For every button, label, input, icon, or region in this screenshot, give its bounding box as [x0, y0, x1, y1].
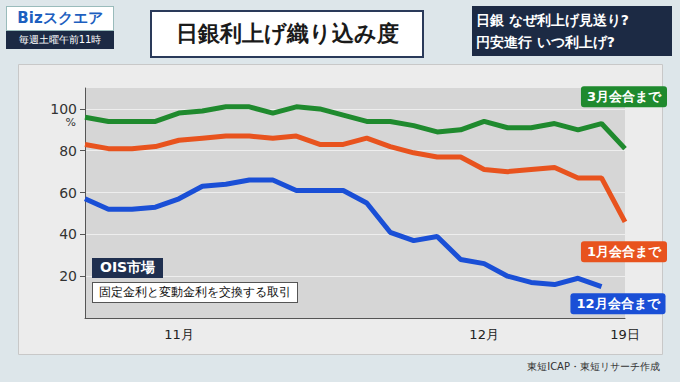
svg-text:3月会合まで: 3月会合まで	[587, 89, 662, 104]
svg-text:80: 80	[59, 143, 77, 159]
html-text:毎週土曜午前11時: 毎週土曜午前11時	[18, 34, 102, 45]
svg-text:60: 60	[59, 185, 77, 201]
svg-text:1月会合まで: 1月会合まで	[587, 244, 662, 259]
html-text:日銀 なぜ利上げ見送り?: 日銀 なぜ利上げ見送り?	[476, 12, 629, 28]
svg-text:100: 100	[50, 101, 77, 117]
svg-text:12月: 12月	[469, 327, 499, 342]
html-text:OIS市場: OIS市場	[100, 259, 156, 275]
svg-text:40: 40	[59, 226, 77, 242]
svg-text:%: %	[66, 116, 76, 129]
svg-text:20: 20	[59, 268, 77, 284]
svg-text:11月: 11月	[164, 327, 194, 342]
svg-text:12月会合まで: 12月会合まで	[576, 296, 660, 311]
html-text:日銀利上げ織り込み度: 日銀利上げ織り込み度	[175, 21, 399, 46]
html-text:固定金利と変動金利を交換する取引: 固定金利と変動金利を交換する取引	[99, 285, 291, 299]
html-text:円安進行 いつ利上げ?: 円安進行 いつ利上げ?	[476, 34, 615, 50]
html-text:東短ICAP・東短リサーチ作成: 東短ICAP・東短リサーチ作成	[527, 361, 660, 372]
html-text:Bizスクエア: Bizスクエア	[17, 9, 103, 27]
svg-text:19日: 19日	[610, 327, 640, 342]
